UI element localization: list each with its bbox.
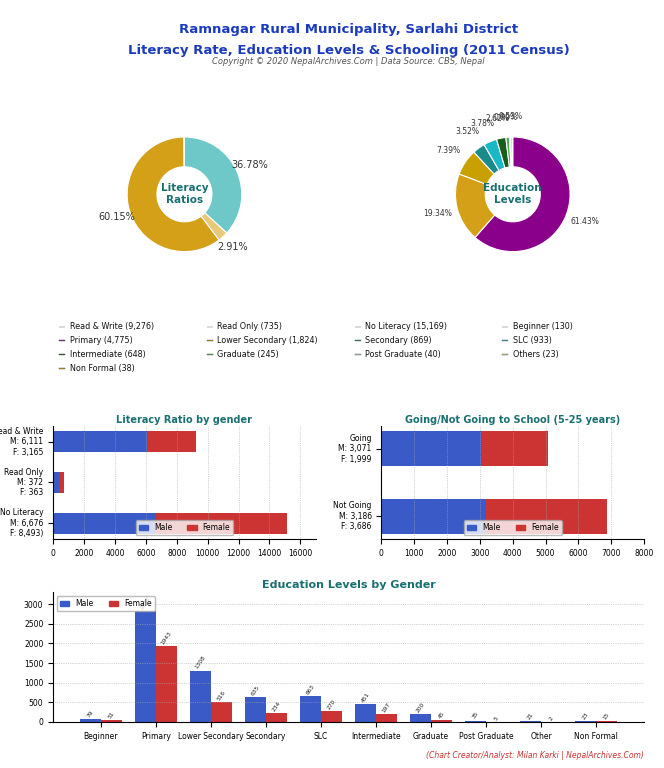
Text: 7.39%: 7.39% [437,147,461,155]
Text: (Chart Creator/Analyst: Milan Karki | NepalArchives.Com): (Chart Creator/Analyst: Milan Karki | Ne… [426,751,644,760]
Text: 2832: 2832 [139,595,152,611]
Wedge shape [509,137,511,167]
Bar [321,711,342,722]
Bar [156,513,288,534]
Bar [80,719,101,722]
Bar [190,670,211,722]
Text: 60.15%: 60.15% [98,213,135,223]
Text: 61.43%: 61.43% [571,217,600,226]
Bar [486,498,607,534]
Text: Non Formal (38): Non Formal (38) [70,364,134,372]
Wedge shape [201,213,227,240]
Text: 3.78%: 3.78% [470,119,494,127]
Wedge shape [185,137,242,233]
Text: 0.53%: 0.53% [499,112,523,121]
Bar [135,611,156,722]
Text: 23: 23 [582,711,590,720]
Text: Read & Write (9,276): Read & Write (9,276) [70,323,154,331]
Text: Beginner (130): Beginner (130) [513,323,573,331]
Text: 1943: 1943 [160,630,173,645]
Bar [465,720,486,722]
Wedge shape [127,137,219,252]
Text: 2.62%: 2.62% [485,114,509,123]
Text: 19.34%: 19.34% [423,209,452,217]
Legend: Male, Female: Male, Female [57,596,155,611]
Bar [431,720,452,722]
Bar [521,721,541,722]
Text: 36.78%: 36.78% [232,161,268,170]
Bar [355,704,376,722]
Text: Ramnagar Rural Municipality, Sarlahi District: Ramnagar Rural Municipality, Sarlahi Dis… [179,23,518,36]
Text: Secondary (869): Secondary (869) [365,336,432,345]
Wedge shape [456,174,495,237]
Text: SLC (933): SLC (933) [513,336,552,345]
Text: 1308: 1308 [194,655,207,670]
Title: Literacy Ratio by gender: Literacy Ratio by gender [116,415,252,425]
Bar [376,714,397,722]
Text: 451: 451 [361,692,371,703]
Text: Primary (4,775): Primary (4,775) [70,336,132,345]
Bar [381,431,482,466]
Text: 2: 2 [548,715,555,721]
Text: Literacy Rate, Education Levels & Schooling (2011 Census): Literacy Rate, Education Levels & School… [127,44,570,57]
Title: Education Levels by Gender: Education Levels by Gender [262,581,436,591]
Bar [147,431,197,452]
Text: 35: 35 [471,711,480,720]
Wedge shape [506,137,511,167]
Text: 5: 5 [493,715,500,721]
Bar [101,720,122,722]
Text: Lower Secondary (1,824): Lower Secondary (1,824) [217,336,318,345]
Text: No Literacy (15,169): No Literacy (15,169) [365,323,447,331]
Bar [482,431,548,466]
Text: 3.52%: 3.52% [455,127,479,137]
Bar [53,431,147,452]
Bar [59,472,64,493]
Bar [53,472,59,493]
Text: Graduate (245): Graduate (245) [217,350,279,359]
Wedge shape [510,137,511,167]
Bar [381,498,486,534]
Text: 516: 516 [216,689,226,701]
Text: 2.91%: 2.91% [217,242,248,252]
Text: 200: 200 [416,701,426,713]
Bar [156,646,177,722]
Text: 197: 197 [381,702,392,713]
Text: 0.99%: 0.99% [494,113,518,122]
Wedge shape [475,137,570,252]
Text: Intermediate (648): Intermediate (648) [70,350,145,359]
Legend: Male, Female: Male, Female [464,520,562,535]
Text: 15: 15 [603,712,611,720]
Text: Literacy
Ratios: Literacy Ratios [161,184,208,205]
Wedge shape [474,144,499,174]
Text: Copyright © 2020 NepalArchives.Com | Data Source: CBS, Nepal: Copyright © 2020 NepalArchives.Com | Dat… [212,57,485,65]
Bar [410,714,431,722]
Text: 51: 51 [107,710,116,720]
Text: 663: 663 [305,684,316,695]
Text: 270: 270 [326,699,337,710]
Bar [576,721,596,722]
Text: 635: 635 [250,684,261,697]
Bar [300,696,321,722]
Legend: Male, Female: Male, Female [135,520,233,535]
Bar [211,702,232,722]
Bar [53,513,156,534]
Text: 21: 21 [527,712,535,720]
Wedge shape [511,137,513,167]
Wedge shape [497,137,509,168]
Text: Read Only (735): Read Only (735) [217,323,282,331]
Wedge shape [459,152,494,184]
Bar [245,697,266,722]
Text: Post Graduate (40): Post Graduate (40) [365,350,441,359]
Wedge shape [484,139,505,170]
Text: Education
Levels: Education Levels [483,184,542,205]
Text: Others (23): Others (23) [513,350,558,359]
Text: 234: 234 [271,700,282,712]
Text: 79: 79 [86,709,95,718]
Text: 45: 45 [438,710,446,720]
Bar [266,713,287,722]
Title: Going/Not Going to School (5-25 years): Going/Not Going to School (5-25 years) [405,415,620,425]
